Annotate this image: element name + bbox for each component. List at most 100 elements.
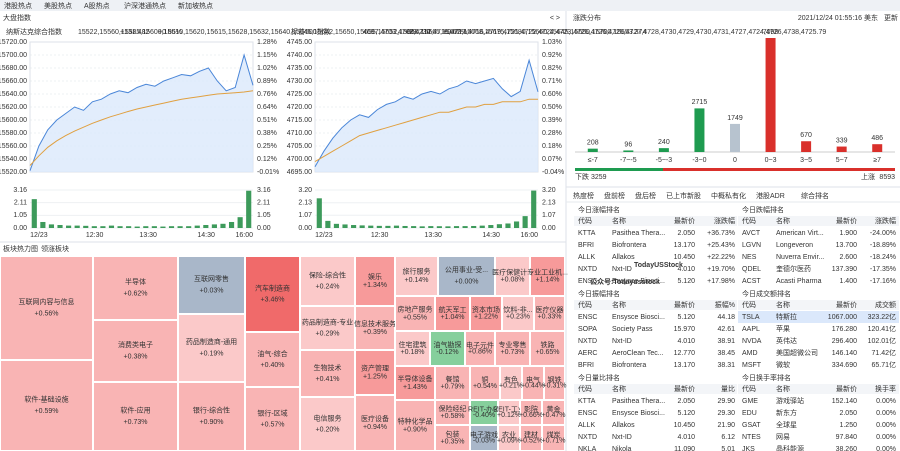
heatmap-tile[interactable] xyxy=(470,296,502,331)
heatmap-tile[interactable] xyxy=(395,256,438,296)
heatmap-tile[interactable] xyxy=(93,320,178,382)
heatmap-tile[interactable] xyxy=(93,382,178,451)
heatmap-tile[interactable] xyxy=(300,306,355,350)
heatmap-tile[interactable] xyxy=(544,366,565,400)
top-tab[interactable]: 港股热点 xyxy=(4,1,32,10)
heatmap-tile[interactable] xyxy=(495,331,530,366)
vol-tick-label: 0.00 xyxy=(298,225,312,232)
rank-tab[interactable]: 港股ADR xyxy=(756,191,785,200)
table-cell[interactable]: ACST xyxy=(742,278,761,285)
table-cell[interactable]: KTTA xyxy=(578,398,596,405)
heatmap-tile[interactable] xyxy=(0,360,93,451)
table-cell: Nxt-ID xyxy=(612,266,632,273)
table-cell[interactable]: BFRI xyxy=(578,362,594,369)
table-cell[interactable]: MSFT xyxy=(742,362,762,369)
table-cell[interactable]: NXTD xyxy=(578,434,597,441)
rank-tab[interactable]: 综合排名 xyxy=(801,191,829,200)
heatmap-tile[interactable] xyxy=(395,331,430,366)
table-cell: 1067.000 xyxy=(828,314,857,321)
table-cell[interactable]: SOPA xyxy=(578,326,597,333)
heatmap-tile[interactable] xyxy=(435,400,470,425)
heatmap-tile[interactable] xyxy=(522,366,544,400)
table-cell[interactable]: ALLK xyxy=(578,254,595,261)
heatmap-tile[interactable] xyxy=(530,331,565,366)
heatmap-tile[interactable] xyxy=(178,256,245,314)
heatmap-tile[interactable] xyxy=(355,256,395,306)
heatmap-tile[interactable] xyxy=(498,400,520,425)
heatmap-tile[interactable] xyxy=(470,366,500,400)
table-cell[interactable]: GME xyxy=(742,398,758,405)
table-cell[interactable]: AMD xyxy=(742,350,758,357)
table-cell[interactable]: ALLK xyxy=(578,422,595,429)
heatmap-tile[interactable] xyxy=(435,366,470,400)
heatmap-tile[interactable] xyxy=(395,296,435,331)
heatmap-tile[interactable] xyxy=(534,296,565,331)
distribution-bar xyxy=(765,38,776,152)
heatmap-tile[interactable] xyxy=(438,256,495,296)
heatmap-tile[interactable] xyxy=(500,366,522,400)
heatmap-tile[interactable] xyxy=(245,387,300,451)
heatmap-tile[interactable] xyxy=(300,397,355,451)
table-cell[interactable]: AAPL xyxy=(742,326,760,333)
index-name[interactable]: 纳斯达克综合指数 xyxy=(6,27,62,36)
heatmap-tile[interactable] xyxy=(495,256,530,296)
update-button[interactable]: 更新 xyxy=(884,13,898,22)
table-cell[interactable]: KTTA xyxy=(578,230,596,237)
heatmap-tile[interactable] xyxy=(178,382,245,451)
top-tab[interactable]: 沪深港通热点 xyxy=(124,1,166,10)
heatmap-tile[interactable] xyxy=(470,400,498,425)
heatmap-tile[interactable] xyxy=(470,425,498,451)
rank-tab[interactable]: 热度榜 xyxy=(573,191,594,200)
rank-tab[interactable]: 中概私有化 xyxy=(711,191,746,200)
nav-arrows[interactable]: < > xyxy=(550,15,560,22)
table-cell[interactable]: LGVN xyxy=(742,242,761,249)
heatmap-tile[interactable] xyxy=(355,395,395,451)
table-cell[interactable]: NKLA xyxy=(578,446,597,451)
table-cell[interactable]: AVCT xyxy=(742,230,761,237)
top-tab[interactable]: 美股热点 xyxy=(44,1,72,10)
heatmap-tile[interactable] xyxy=(355,350,395,395)
heatmap-tile[interactable] xyxy=(435,425,470,451)
heatmap-tile[interactable] xyxy=(93,256,178,320)
vol-tick-label: 0.00 xyxy=(257,225,271,232)
table-cell[interactable]: NXTD xyxy=(578,338,597,345)
heatmap-tile[interactable] xyxy=(300,256,355,306)
table-cell[interactable]: NVDA xyxy=(742,338,762,345)
heatmap-tab[interactable]: 领涨板块 xyxy=(41,244,69,253)
heatmap-tile[interactable] xyxy=(435,296,470,331)
table-cell[interactable]: NXTD xyxy=(578,266,597,273)
heatmap-tile[interactable] xyxy=(395,366,435,400)
top-tab[interactable]: 新加坡热点 xyxy=(178,1,213,10)
table-cell[interactable]: JKS xyxy=(742,446,755,451)
heatmap-tile[interactable] xyxy=(542,400,565,425)
heatmap-tile[interactable] xyxy=(245,332,300,387)
index-name[interactable]: 标普500指数 xyxy=(291,27,331,36)
rank-tab[interactable]: 已上市新股 xyxy=(666,191,701,200)
heatmap-tile[interactable] xyxy=(502,296,534,331)
heatmap-tile[interactable] xyxy=(520,400,542,425)
table-cell[interactable]: BFRI xyxy=(578,242,594,249)
heatmap-tile[interactable] xyxy=(355,306,395,350)
table-cell[interactable]: GSAT xyxy=(742,422,761,429)
table-cell[interactable]: AERC xyxy=(578,350,597,357)
heatmap-tab[interactable]: 板块热力图 xyxy=(3,244,38,253)
table-cell[interactable]: ENSC xyxy=(578,410,597,417)
rank-tab[interactable]: 盘前榜 xyxy=(604,191,625,200)
table-cell[interactable]: TSLA xyxy=(742,314,760,321)
table-cell[interactable]: QDEL xyxy=(742,266,761,273)
heatmap-tile[interactable] xyxy=(245,256,300,332)
table-cell[interactable]: EDU xyxy=(742,410,757,417)
heatmap-tile[interactable] xyxy=(178,314,245,382)
table-cell: 苹果 xyxy=(776,324,790,333)
table-cell[interactable]: ENSC xyxy=(578,314,597,321)
heatmap-tile[interactable] xyxy=(430,331,465,366)
heatmap-tile[interactable] xyxy=(300,350,355,397)
table-cell[interactable]: NTES xyxy=(742,434,761,441)
heatmap-tile[interactable] xyxy=(0,256,93,360)
heatmap-tile[interactable] xyxy=(530,256,565,296)
top-tab[interactable]: A股热点 xyxy=(84,1,110,10)
heatmap-tile[interactable] xyxy=(465,331,495,366)
rank-tab[interactable]: 盘后榜 xyxy=(635,191,656,200)
table-cell[interactable]: ENSC xyxy=(578,278,597,285)
table-cell[interactable]: NES xyxy=(742,254,757,261)
